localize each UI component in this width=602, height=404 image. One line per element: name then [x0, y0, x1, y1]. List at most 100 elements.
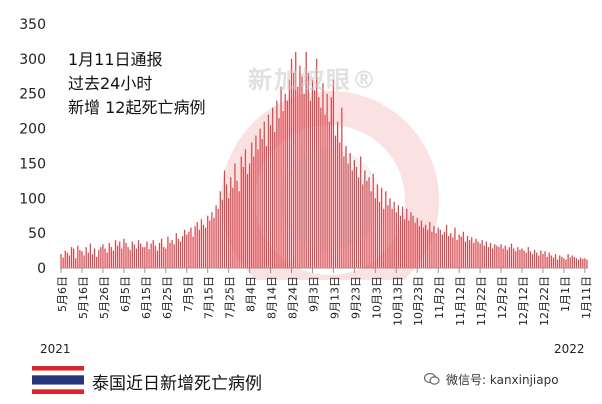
thailand-flag-icon	[32, 366, 84, 394]
bar	[582, 258, 584, 268]
bar	[144, 247, 146, 268]
x-tick-label: 12月2日	[496, 276, 509, 319]
bar	[104, 248, 106, 268]
bar	[140, 243, 142, 268]
bar	[366, 180, 368, 268]
bar	[494, 244, 496, 268]
bar	[169, 242, 171, 268]
x-tick-label: 11月2日	[433, 276, 446, 319]
bar	[450, 233, 452, 268]
bar	[515, 251, 517, 268]
bar	[454, 227, 456, 268]
bar	[70, 247, 73, 268]
bar	[468, 240, 471, 268]
bar	[311, 79, 314, 269]
bar	[326, 93, 328, 269]
bar	[412, 215, 414, 268]
bar	[573, 256, 576, 268]
bar	[150, 243, 152, 268]
bar	[362, 184, 364, 268]
bar	[261, 139, 263, 268]
bar	[458, 234, 460, 268]
bar	[192, 236, 194, 268]
bar	[79, 249, 81, 268]
bar	[167, 236, 169, 268]
annotation-line-1: 1月11日通报	[68, 50, 163, 69]
bar	[163, 247, 165, 268]
bar	[360, 156, 362, 268]
bar	[267, 114, 270, 268]
bar	[313, 90, 316, 268]
bar	[466, 235, 469, 268]
bar	[389, 198, 391, 268]
bar	[330, 97, 332, 268]
watermark-logo	[221, 91, 439, 280]
source-label: 微信号: kanxinjiapo	[446, 373, 559, 387]
bar	[77, 245, 79, 268]
bar	[383, 208, 385, 268]
bar	[188, 231, 190, 268]
bar	[548, 252, 550, 268]
bar	[546, 256, 548, 268]
bar	[83, 255, 85, 268]
bar	[282, 111, 284, 268]
bar	[207, 215, 209, 268]
y-tick-label: 0	[37, 261, 46, 277]
bar	[328, 121, 330, 268]
bar	[64, 250, 66, 268]
bar	[322, 83, 324, 268]
flag-stripe	[32, 366, 84, 371]
bar	[510, 243, 513, 268]
bar	[448, 235, 450, 268]
watermark-text: 新加坡眼®	[248, 66, 378, 94]
bar	[106, 252, 108, 268]
y-tick-label: 300	[19, 52, 46, 68]
bar	[307, 72, 309, 268]
bar	[119, 241, 121, 268]
bar	[131, 241, 133, 268]
bar	[60, 254, 62, 268]
bar	[399, 215, 402, 268]
bar	[533, 249, 536, 268]
bar	[586, 259, 588, 268]
bar	[123, 238, 125, 268]
bar	[431, 231, 433, 268]
bar	[517, 247, 519, 268]
bar	[114, 240, 117, 268]
bar	[299, 65, 301, 268]
bar	[422, 227, 425, 268]
bar	[234, 163, 236, 268]
bar	[318, 97, 320, 268]
bar	[489, 242, 492, 268]
bar	[200, 219, 203, 268]
y-tick-label: 100	[19, 191, 46, 207]
bar	[404, 219, 406, 268]
x-tick-label: 6月5日	[119, 276, 132, 312]
bar	[196, 221, 198, 268]
bar	[72, 248, 75, 268]
x-tick-label: 12月22日	[538, 276, 551, 326]
bar	[577, 259, 580, 268]
bar	[336, 121, 339, 268]
bar	[173, 244, 175, 268]
bar	[137, 240, 140, 268]
bar	[265, 146, 268, 268]
x-tick-label: 8月24日	[287, 276, 300, 319]
bar	[355, 166, 358, 268]
bar	[242, 166, 244, 268]
bar	[75, 258, 77, 268]
bar	[228, 198, 230, 268]
bar	[536, 252, 538, 268]
bar	[427, 229, 429, 268]
bar	[368, 177, 370, 268]
bar	[89, 243, 92, 268]
bar	[253, 156, 255, 268]
bar	[87, 252, 89, 268]
bar	[284, 93, 286, 269]
bar	[156, 250, 159, 268]
bar	[441, 234, 444, 268]
bar	[487, 247, 490, 268]
bar	[506, 249, 508, 268]
bar	[521, 248, 523, 268]
